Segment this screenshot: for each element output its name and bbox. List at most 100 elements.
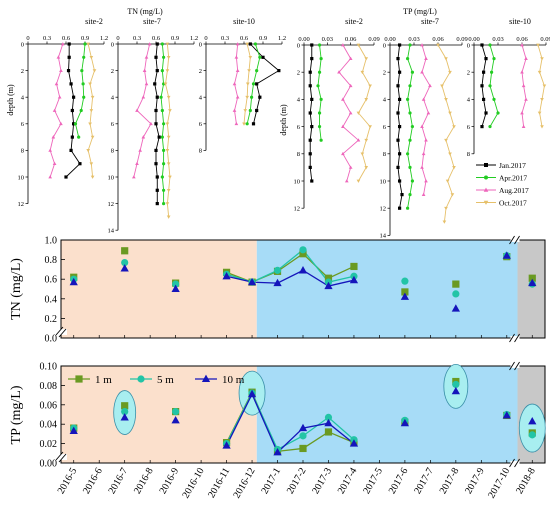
y-tick-label: 8 <box>111 148 114 155</box>
x-tick-label: 0.00 <box>298 36 309 43</box>
profile-data-point <box>162 148 166 152</box>
data-point <box>452 280 460 288</box>
legend-marker <box>137 375 145 383</box>
profile-series-line <box>437 44 455 222</box>
profile-data-point <box>424 56 428 60</box>
profile-data-point <box>480 84 484 88</box>
profile-data-point <box>520 70 524 74</box>
data-point <box>401 288 409 296</box>
profile-series-line <box>165 43 171 217</box>
data-point <box>299 250 307 258</box>
y-tick-label: 0.10 <box>40 362 58 373</box>
profile-data-point <box>69 82 73 86</box>
profile-data-point <box>488 43 492 47</box>
x-tick-label: 0 <box>116 35 119 42</box>
y-tick-label: 8 <box>21 148 24 155</box>
profile-data-point <box>420 165 424 169</box>
data-point <box>299 246 307 254</box>
profile-data-point <box>319 97 323 101</box>
data-point <box>324 274 333 282</box>
y-tick-label: 0.4 <box>45 294 58 305</box>
profile-data-point <box>317 111 322 115</box>
profile-data-point <box>52 108 57 112</box>
profile-data-point <box>59 68 63 72</box>
legend-marker <box>484 175 488 180</box>
profile-data-point <box>245 122 249 126</box>
profile-data-point <box>154 148 158 152</box>
profile-data-point <box>135 161 139 166</box>
data-point <box>528 274 536 282</box>
y-tick-label: 12 <box>294 206 301 213</box>
x-tick-label: 0.03 <box>492 36 503 43</box>
axis-break-gap <box>55 329 67 335</box>
profile-data-point <box>166 215 171 219</box>
x-break-gap <box>510 238 520 242</box>
profile-data-point <box>482 70 486 74</box>
profile-data-point <box>153 82 157 86</box>
y-tick-label: 2 <box>199 68 202 75</box>
data-point <box>349 275 359 284</box>
x-tick-label: 0.09 <box>540 36 550 43</box>
profile-data-point <box>166 162 171 166</box>
data-point <box>222 271 231 280</box>
y-tick-label: 4 <box>111 95 115 102</box>
profile-data-point <box>135 108 139 112</box>
data-point <box>273 448 282 456</box>
data-point <box>324 281 333 290</box>
x-tick-label: 0.00 <box>384 36 395 43</box>
profile-data-point <box>67 42 71 46</box>
y-tick-label: 2 <box>297 70 300 77</box>
data-point <box>528 278 537 287</box>
profile-data-point <box>421 97 426 101</box>
profile-data-point <box>69 148 73 152</box>
profile-series-line <box>75 43 86 138</box>
x-tick-label: 2016-9 <box>158 466 182 496</box>
y-tick-label: 14 <box>108 228 115 235</box>
y-tick-label: 8 <box>383 151 386 158</box>
profile-data-point <box>72 95 76 99</box>
profile-data-point <box>436 43 440 47</box>
profile-data-point <box>255 82 259 86</box>
x-tick-label: 0 <box>26 35 29 42</box>
profile-data-point <box>250 95 254 99</box>
profile-data-point <box>160 69 164 73</box>
profile-data-point <box>356 43 361 47</box>
profile-data-point <box>261 55 265 59</box>
profile-data-point <box>253 42 257 46</box>
profile-data-point <box>542 84 547 88</box>
y-tick-label: 0.04 <box>40 420 58 431</box>
profile-data-point <box>317 43 322 47</box>
profile-data-point <box>155 95 159 99</box>
y-tick-label: 0 <box>199 41 202 48</box>
x-tick-label: 0.03 <box>322 36 333 43</box>
profile-data-point <box>317 70 322 74</box>
y-tick-label: 10 <box>18 174 25 181</box>
legend-label: 1 m <box>95 374 112 386</box>
profile-data-point <box>258 55 262 59</box>
profile-data-point <box>400 193 404 197</box>
profile-data-point <box>488 125 492 129</box>
profile-data-point <box>521 124 526 128</box>
profile-data-point <box>410 179 414 183</box>
profile-data-point <box>319 138 323 142</box>
profile-data-point <box>396 138 400 142</box>
profile-data-point <box>408 43 412 47</box>
profile-data-point <box>154 122 158 126</box>
profile-data-point <box>398 206 402 210</box>
x-break-mark <box>514 235 520 245</box>
profile-data-point <box>421 192 426 196</box>
profile-data-point <box>308 152 312 156</box>
profile-data-point <box>398 152 402 156</box>
axis-break-mark <box>55 451 64 461</box>
x-tick-label: 0.3 <box>133 35 141 42</box>
profile-data-point <box>398 179 402 183</box>
profile-data-point <box>364 98 369 102</box>
profile-data-point <box>310 43 314 47</box>
profile-data-point <box>157 135 161 139</box>
data-point <box>222 441 231 449</box>
data-point <box>273 278 282 287</box>
y-tick-label: 12 <box>380 206 387 213</box>
profile-data-point <box>160 42 164 46</box>
